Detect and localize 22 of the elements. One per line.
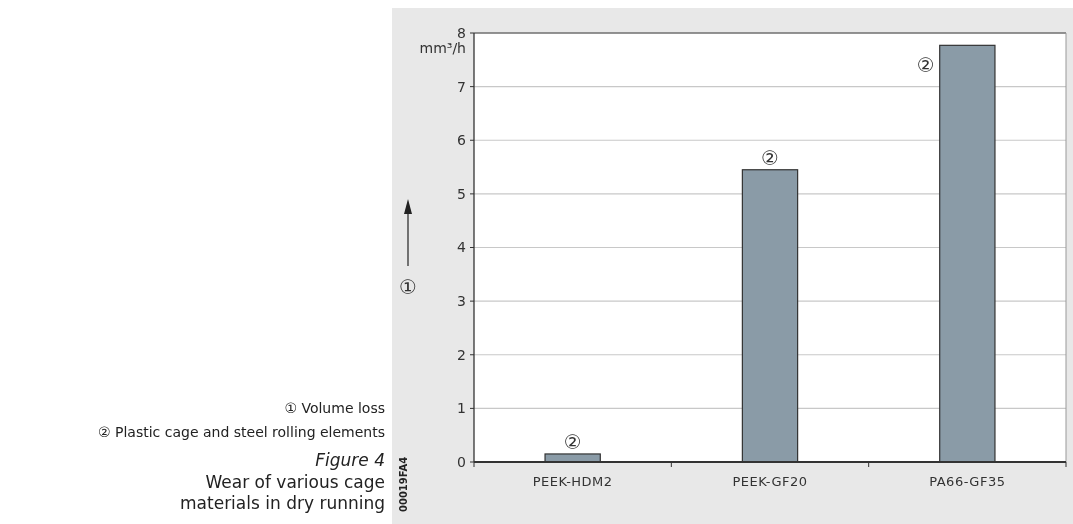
x-tick-label: PEEK-HDM2 <box>532 474 613 489</box>
y-axis-title: ① <box>399 275 417 299</box>
annotation: ② <box>761 145 779 170</box>
y-tick-label: 3 <box>457 293 466 310</box>
y-tick-label: 1 <box>457 400 466 417</box>
text: Wear of various cage materials in dry running <box>180 472 385 513</box>
text: Figure 4 <box>315 450 385 470</box>
y-tick-label: 8 <box>457 24 466 41</box>
y-tick-label: 2 <box>457 346 466 363</box>
text: ① Volume loss <box>284 400 385 416</box>
text: ② Plastic cage and steel rolling elements <box>97 424 385 440</box>
text: mm³/h <box>419 40 466 56</box>
x-tick-label: PA66-GF35 <box>929 474 1006 489</box>
y-tick-label: 4 <box>457 239 467 256</box>
annotation: ② <box>916 53 935 78</box>
y-tick-label: 6 <box>457 132 467 149</box>
x-tick-label: PEEK-GF20 <box>732 474 808 489</box>
text: 00019FA4 <box>398 456 409 512</box>
y-tick-label: 5 <box>457 185 466 202</box>
annotation: ② <box>563 429 582 454</box>
y-tick-label: 7 <box>457 78 466 95</box>
y-tick-label: 0 <box>457 453 466 470</box>
